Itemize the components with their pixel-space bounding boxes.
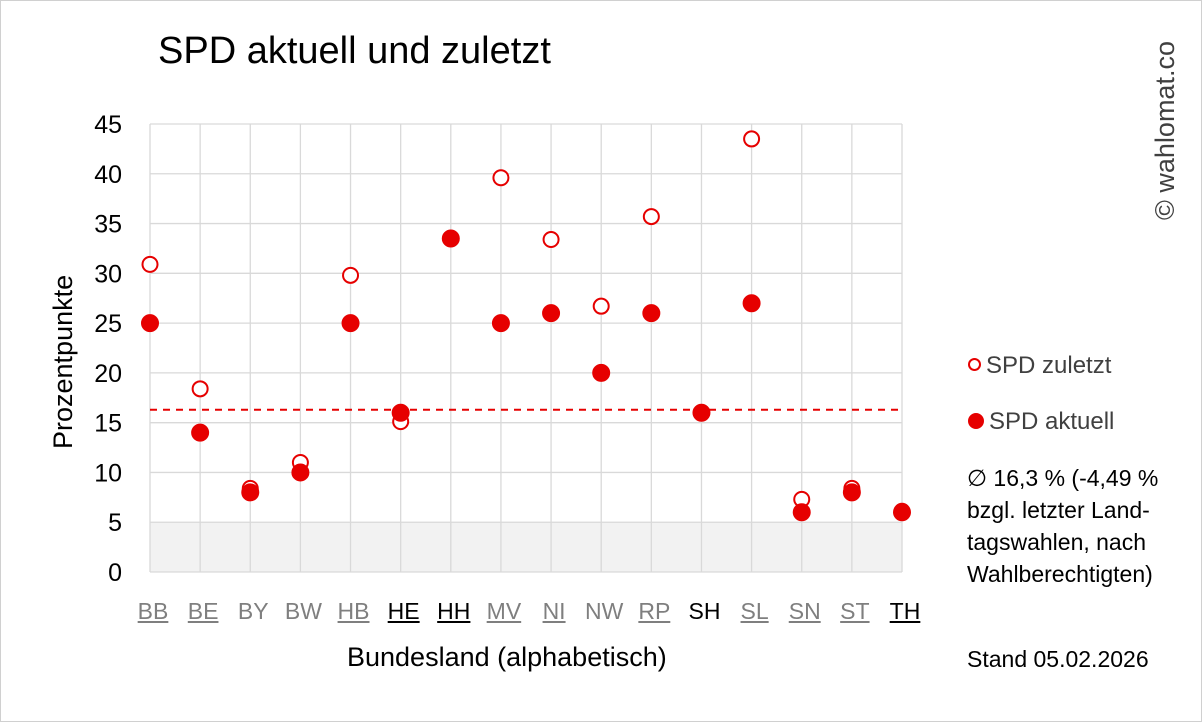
date-stamp: Stand 05.02.2026: [967, 646, 1149, 672]
x-tick-label-hb: HB: [337, 598, 370, 624]
chart-title: SPD aktuell und zuletzt: [158, 30, 551, 72]
x-tick-label-th: TH: [889, 598, 921, 624]
x-tick-label-sn: SN: [788, 598, 821, 624]
y-tick-label: 20: [94, 360, 122, 388]
data-points: [141, 130, 911, 522]
point-aktuell: [692, 403, 711, 422]
point-aktuell: [341, 314, 360, 333]
x-tick-label-he: HE: [387, 598, 420, 624]
x-axis-label: Bundesland (alphabetisch): [347, 642, 667, 672]
x-tick-label-rp: RP: [638, 598, 671, 624]
legend-label-zuletzt: SPD zuletzt: [986, 352, 1112, 379]
legend-item-aktuell: SPD aktuell: [968, 408, 1114, 436]
y-tick-label: 45: [94, 111, 122, 139]
legend-item-zuletzt: SPD zuletzt: [968, 352, 1111, 380]
x-tick-label-mv: MV: [486, 598, 522, 624]
point-aktuell: [742, 294, 761, 313]
x-tick-label-be: BE: [187, 598, 219, 624]
point-aktuell: [191, 423, 210, 442]
y-tick-label: 0: [108, 559, 122, 587]
point-aktuell: [792, 503, 811, 522]
legend-label-aktuell: SPD aktuell: [989, 408, 1115, 435]
x-tick-label-bw: BW: [284, 598, 322, 624]
point-zuletzt: [743, 130, 761, 148]
x-tick-label-by: BY: [237, 598, 269, 624]
x-tick-label-sl: SL: [740, 598, 769, 624]
point-aktuell: [141, 314, 159, 333]
gridlines: [149, 123, 903, 573]
y-tick-label: 40: [94, 161, 122, 189]
point-aktuell: [391, 403, 410, 422]
y-tick-label: 5: [108, 509, 122, 537]
y-tick-labels: 0 5 10 15 20 25 30 35 40 45: [94, 111, 122, 587]
point-zuletzt: [542, 230, 560, 248]
y-axis-label: Prozentpunkte: [48, 274, 78, 449]
x-tick-label-bb: BB: [137, 598, 169, 624]
point-aktuell: [491, 314, 510, 333]
open-circle-icon: [968, 358, 981, 372]
point-zuletzt: [642, 208, 660, 226]
x-tick-label-hh: HH: [437, 598, 471, 624]
point-zuletzt: [191, 380, 209, 398]
point-aktuell: [642, 304, 661, 323]
point-zuletzt: [492, 169, 510, 187]
point-aktuell: [291, 463, 310, 482]
average-note: ∅ 16,3 % (-4,49 % bzgl. letzter Land- ta…: [967, 465, 1159, 587]
point-aktuell: [893, 503, 911, 522]
point-aktuell: [592, 363, 611, 382]
point-zuletzt: [592, 297, 610, 315]
x-tick-label-nw: NW: [585, 598, 624, 624]
point-zuletzt: [141, 255, 159, 273]
point-aktuell: [241, 483, 260, 502]
y-tick-label: 15: [94, 410, 122, 438]
point-aktuell: [542, 304, 561, 323]
y-tick-label: 30: [94, 260, 122, 288]
x-tick-label-st: ST: [840, 598, 870, 624]
threshold-band: [150, 522, 902, 572]
y-tick-label: 35: [94, 211, 122, 239]
point-aktuell: [842, 483, 861, 502]
threshold-band-rect: [150, 522, 902, 572]
y-tick-label: 10: [94, 459, 122, 487]
x-tick-label-sh: SH: [688, 598, 721, 624]
x-tick-label-ni: NI: [542, 598, 566, 624]
point-zuletzt: [342, 266, 360, 284]
y-tick-label: 25: [94, 310, 122, 338]
filled-circle-icon: [968, 412, 984, 429]
point-aktuell: [441, 229, 460, 248]
